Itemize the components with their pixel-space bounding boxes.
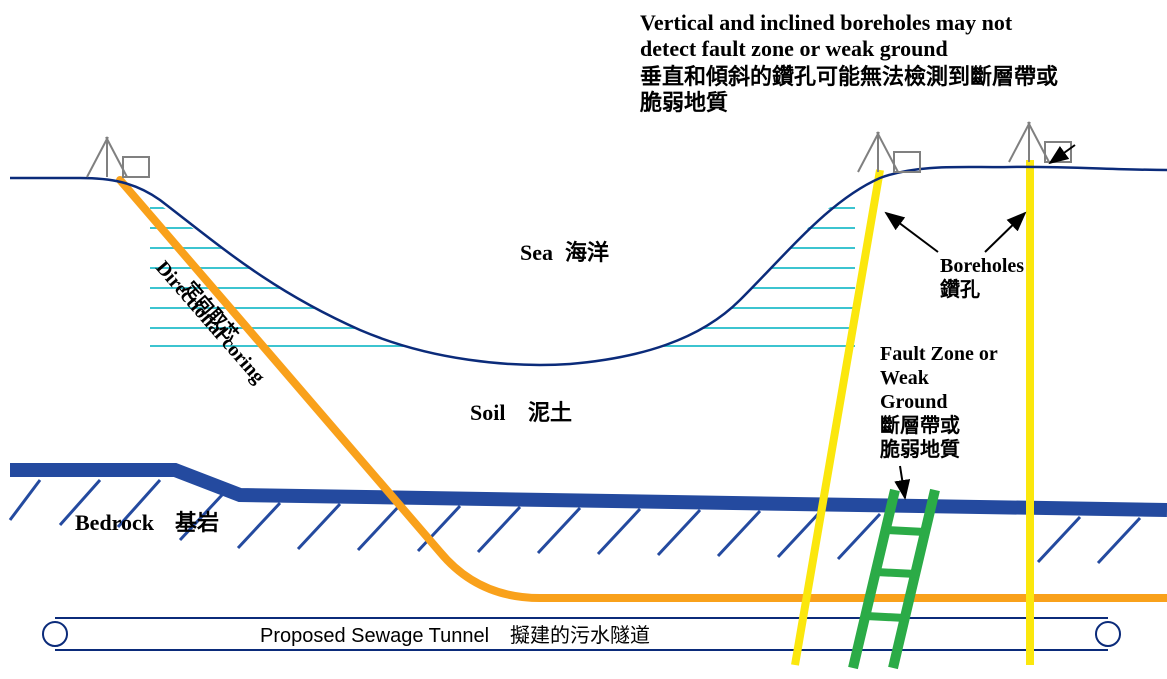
- svg-text:Vertical and inclined borehole: Vertical and inclined boreholes may not: [640, 10, 1013, 35]
- soil-label-zh: 泥土: [528, 400, 572, 425]
- boreholes-label-zh: 鑽孔: [940, 277, 980, 301]
- bedrock-label-zh: 基岩: [175, 510, 219, 535]
- svg-text:垂直和傾斜的鑽孔可能無法檢測到斷層帶或: 垂直和傾斜的鑽孔可能無法檢測到斷層帶或: [640, 64, 1058, 89]
- canvas-bg: [0, 0, 1167, 679]
- tunnel-label-en: Proposed Sewage Tunnel: [260, 625, 489, 647]
- svg-text:Weak: Weak: [880, 367, 930, 389]
- boreholes-label-en: Boreholes: [940, 255, 1024, 277]
- svg-text:斷層帶或: 斷層帶或: [880, 413, 960, 437]
- sea-label-zh: 海洋: [565, 240, 609, 265]
- bedrock-label-en: Bedrock: [75, 510, 155, 535]
- svg-text:detect fault zone or weak grou: detect fault zone or weak ground: [640, 36, 948, 61]
- fault-label: Fault Zone or: [880, 343, 998, 365]
- svg-text:脆弱地質: 脆弱地質: [640, 90, 728, 115]
- svg-text:脆弱地質: 脆弱地質: [880, 437, 960, 461]
- svg-text:Ground: Ground: [880, 391, 947, 413]
- sea-label-en: Sea: [520, 240, 553, 265]
- tunnel-label-zh: 擬建的污水隧道: [510, 624, 650, 647]
- soil-label-en: Soil: [470, 400, 505, 425]
